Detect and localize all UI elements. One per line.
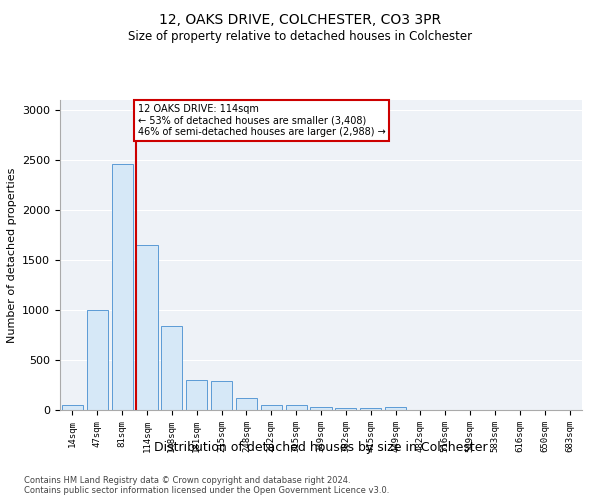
Bar xyxy=(286,405,307,410)
Bar xyxy=(360,408,381,410)
Text: 12, OAKS DRIVE, COLCHESTER, CO3 3PR: 12, OAKS DRIVE, COLCHESTER, CO3 3PR xyxy=(159,12,441,26)
Bar xyxy=(62,404,83,410)
Bar xyxy=(261,404,282,410)
Y-axis label: Number of detached properties: Number of detached properties xyxy=(7,168,17,342)
Bar xyxy=(112,164,133,410)
Bar xyxy=(161,326,182,410)
Bar xyxy=(87,310,108,410)
Bar xyxy=(335,408,356,410)
Text: Distribution of detached houses by size in Colchester: Distribution of detached houses by size … xyxy=(154,441,488,454)
Bar xyxy=(211,380,232,410)
Bar xyxy=(385,407,406,410)
Text: Size of property relative to detached houses in Colchester: Size of property relative to detached ho… xyxy=(128,30,472,43)
Bar xyxy=(236,398,257,410)
Bar xyxy=(136,245,158,410)
Bar xyxy=(310,406,332,410)
Text: 12 OAKS DRIVE: 114sqm
← 53% of detached houses are smaller (3,408)
46% of semi-d: 12 OAKS DRIVE: 114sqm ← 53% of detached … xyxy=(137,104,385,137)
Bar xyxy=(186,380,207,410)
Text: Contains HM Land Registry data © Crown copyright and database right 2024.
Contai: Contains HM Land Registry data © Crown c… xyxy=(24,476,389,495)
